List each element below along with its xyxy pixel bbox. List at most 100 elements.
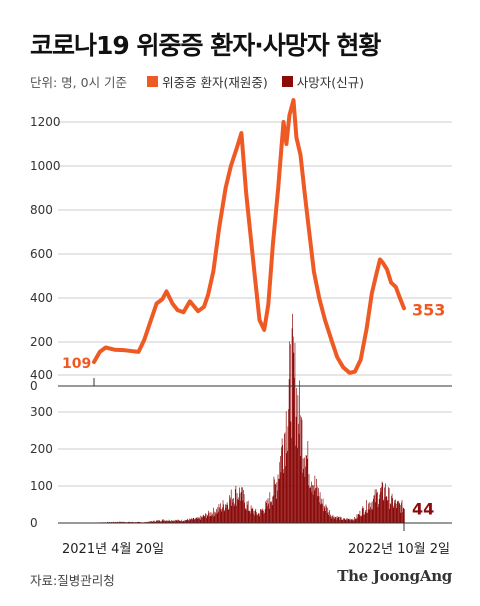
death-bar: [321, 503, 323, 523]
y-tick-label-severe: 400: [30, 291, 53, 305]
death-bar: [327, 514, 329, 523]
death-bar: [204, 516, 206, 523]
death-bar: [292, 313, 293, 523]
death-bar: [254, 515, 255, 523]
death-bar: [384, 497, 386, 523]
death-bar: [190, 519, 192, 523]
death-bar: [220, 511, 222, 523]
death-bar: [245, 507, 247, 523]
death-bar: [269, 492, 271, 523]
death-bar: [191, 518, 192, 523]
death-bar: [232, 502, 234, 523]
death-bar: [156, 520, 158, 523]
death-bar: [234, 503, 236, 523]
death-bar: [163, 519, 164, 523]
death-bar: [229, 495, 230, 523]
death-bar: [309, 486, 311, 523]
death-bar: [271, 501, 272, 523]
death-bar: [237, 497, 239, 523]
death-bar: [365, 499, 367, 523]
death-bar: [326, 512, 328, 523]
death-bar: [325, 504, 327, 523]
death-bar: [258, 513, 260, 523]
death-bar: [146, 521, 147, 523]
death-bar: [284, 432, 286, 523]
death-bar: [261, 510, 262, 523]
death-bar: [203, 516, 205, 523]
death-bar: [324, 507, 326, 523]
death-bar: [355, 519, 357, 523]
death-bar: [246, 501, 248, 523]
death-bar: [157, 520, 159, 523]
death-bar: [377, 507, 379, 523]
death-bar: [347, 518, 349, 523]
death-bar: [116, 521, 118, 523]
death-bar: [240, 492, 242, 523]
death-bar: [351, 519, 353, 523]
death-bar: [356, 514, 358, 523]
death-bar: [287, 426, 289, 523]
death-bar: [376, 493, 378, 523]
death-bar: [332, 516, 333, 523]
legend-item-deaths: 사망자(신규): [281, 72, 364, 91]
death-bar: [215, 512, 216, 523]
death-bar: [241, 487, 243, 523]
death-bar: [299, 380, 300, 523]
death-bar: [247, 500, 249, 523]
death-bar: [333, 517, 334, 523]
death-bar: [137, 521, 139, 523]
death-bar: [397, 501, 399, 523]
death-bar: [132, 521, 133, 523]
death-bar: [340, 517, 341, 523]
death-bar: [378, 504, 379, 523]
death-bar: [209, 516, 210, 523]
legend-label-severe: 위중증 환자(재원중): [162, 75, 268, 90]
y-tick-label-deaths: 100: [30, 479, 53, 493]
death-bar: [386, 496, 388, 523]
death-bar: [295, 416, 297, 523]
death-bar: [358, 513, 360, 523]
death-bar: [285, 466, 286, 523]
death-bar: [392, 498, 393, 523]
death-bar: [372, 509, 374, 523]
death-bar: [315, 488, 317, 523]
death-bar: [193, 518, 195, 523]
death-bar: [205, 513, 206, 523]
death-bar: [298, 423, 299, 523]
death-bar: [320, 504, 322, 523]
death-bar: [155, 521, 157, 523]
death-bar: [278, 478, 280, 523]
death-bar: [181, 519, 182, 523]
death-bar: [218, 504, 220, 523]
death-bar: [164, 521, 166, 523]
death-bar: [272, 496, 274, 523]
death-bar: [280, 472, 282, 523]
death-bar: [251, 507, 253, 523]
death-bar: [194, 519, 195, 523]
death-bar: [288, 409, 289, 523]
death-bar: [227, 504, 229, 523]
death-bar: [338, 516, 340, 523]
death-bar: [168, 519, 170, 523]
death-bar: [129, 521, 130, 523]
death-bar: [304, 476, 306, 523]
death-bar: [173, 520, 175, 523]
death-bar: [393, 505, 395, 523]
death-bar: [364, 514, 365, 523]
death-bar: [165, 520, 167, 523]
death-bar: [212, 514, 213, 523]
death-bar: [395, 499, 396, 523]
death-bar: [187, 518, 188, 523]
death-bar: [331, 518, 333, 523]
death-bar: [388, 488, 390, 523]
death-bar: [322, 498, 324, 523]
death-bar: [167, 520, 168, 523]
death-bar: [368, 502, 370, 523]
death-bar: [267, 506, 268, 523]
death-bar: [299, 415, 301, 523]
death-bar: [313, 485, 315, 523]
death-bar: [171, 520, 172, 523]
death-bar: [336, 516, 338, 523]
brand-logo: The JoongAng: [337, 567, 452, 585]
death-bar: [235, 485, 237, 523]
